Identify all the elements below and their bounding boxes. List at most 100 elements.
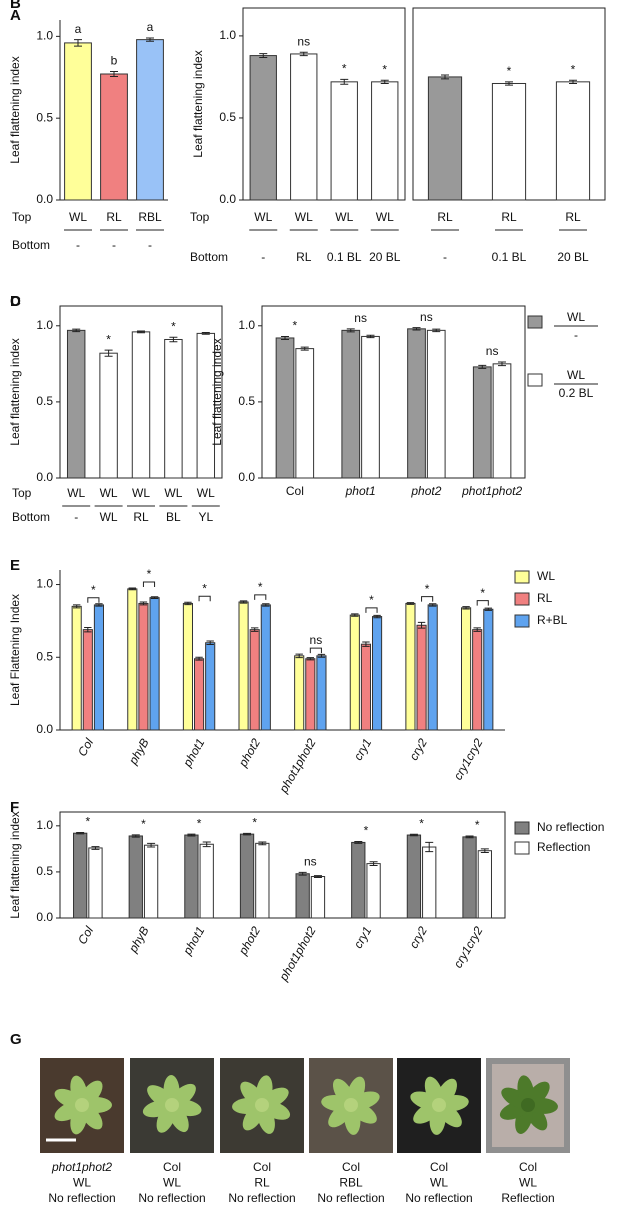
photo-caption: Col xyxy=(519,1160,537,1174)
error-bar xyxy=(480,848,489,854)
significance-bracket xyxy=(254,594,267,600)
photo-caption: No reflection xyxy=(405,1191,472,1205)
error-bar xyxy=(313,875,322,878)
error-bar xyxy=(351,613,359,617)
annotation: * xyxy=(369,593,374,607)
annotation: ns xyxy=(310,633,323,647)
error-bar xyxy=(139,601,148,606)
y-axis-label: Leaf flattening index xyxy=(8,811,22,918)
x-tick-label-bottom: - xyxy=(261,250,265,264)
bar xyxy=(372,616,383,731)
bar xyxy=(127,588,138,731)
panel-label: C xyxy=(10,293,21,310)
significance-bracket xyxy=(476,600,489,606)
bar xyxy=(149,597,160,731)
bar xyxy=(472,629,483,731)
photo-caption: No reflection xyxy=(48,1191,115,1205)
bar xyxy=(199,843,214,919)
plot-frame xyxy=(59,811,506,919)
annotation: * xyxy=(141,817,146,831)
bar xyxy=(184,834,199,919)
photo-caption: Col xyxy=(430,1160,448,1174)
x-tick-label-bottom: - xyxy=(443,250,447,264)
annotation: * xyxy=(147,567,152,581)
row-label: Bottom xyxy=(190,250,228,264)
error-bar xyxy=(195,656,203,661)
bar xyxy=(295,348,315,479)
significance-bracket xyxy=(142,581,156,588)
bar xyxy=(93,604,104,731)
legend-label: WL xyxy=(567,368,585,382)
legend-label: RL xyxy=(537,591,553,605)
y-tick-label: 1.0 xyxy=(238,318,255,332)
legend-label: R+BL xyxy=(537,613,568,627)
x-tick-label: Col xyxy=(286,484,304,498)
error-bar xyxy=(298,871,307,876)
x-tick-label: RL xyxy=(437,210,453,224)
panel-label: F xyxy=(10,799,19,816)
bar xyxy=(290,53,318,201)
error-bar xyxy=(146,37,154,42)
bar xyxy=(88,847,103,919)
legend-label: WL xyxy=(537,569,555,583)
error-bar xyxy=(95,603,103,607)
photo-caption: WL xyxy=(163,1176,181,1190)
photo-caption: Col xyxy=(163,1160,181,1174)
legend-label: 0.2 BL xyxy=(559,386,594,400)
bar xyxy=(164,338,183,479)
plot-frame xyxy=(242,7,406,201)
annotation: * xyxy=(293,319,298,333)
bar xyxy=(361,335,380,479)
bar xyxy=(275,337,295,479)
x-tick-label: WL xyxy=(335,210,353,224)
error-bar xyxy=(412,327,421,331)
error-bar xyxy=(300,346,309,351)
x-tick-label-bottom: RL xyxy=(133,510,149,524)
error-bar xyxy=(202,841,211,848)
bar xyxy=(305,658,316,731)
bar xyxy=(136,39,164,201)
photo-caption: WL xyxy=(430,1176,448,1190)
panel-label: G xyxy=(10,1031,22,1048)
y-tick-label: 0.5 xyxy=(36,649,53,663)
error-bar xyxy=(432,328,441,333)
bar xyxy=(491,82,527,201)
bar xyxy=(205,642,216,731)
panel-label: B xyxy=(10,0,21,12)
bar xyxy=(351,841,366,919)
bar xyxy=(371,81,399,201)
y-tick-label: 1.0 xyxy=(36,818,53,832)
y-tick-label: 0.0 xyxy=(36,910,53,924)
error-bar xyxy=(104,349,113,357)
x-tick-label: WL xyxy=(132,486,150,500)
bar xyxy=(71,605,82,731)
error-bar xyxy=(346,328,355,333)
x-tick-label: phot1 xyxy=(345,484,376,498)
bar xyxy=(462,836,477,919)
error-bar xyxy=(243,832,252,836)
error-bar xyxy=(72,328,81,333)
annotation: b xyxy=(111,54,118,68)
bar xyxy=(349,614,360,731)
error-bar xyxy=(465,835,474,839)
x-tick-label-bottom: 20 BL xyxy=(369,250,401,264)
bar xyxy=(405,602,416,731)
y-tick-label: 0.0 xyxy=(219,192,236,206)
bar xyxy=(310,876,326,919)
x-tick-label: cry2 xyxy=(406,736,430,763)
bar xyxy=(426,329,446,479)
bar xyxy=(82,629,93,731)
error-bar xyxy=(299,51,308,57)
x-tick-label-bottom: WL xyxy=(100,510,118,524)
panel-label: E xyxy=(10,557,20,574)
bar xyxy=(255,842,270,919)
bar xyxy=(249,55,277,201)
panel-label: A xyxy=(10,7,21,24)
y-tick-label: 0.0 xyxy=(36,722,53,736)
x-tick-label: phot1phot2 xyxy=(461,484,522,498)
bar xyxy=(477,850,492,919)
bar xyxy=(461,607,472,731)
bar xyxy=(366,863,381,919)
x-tick-label-bottom: - xyxy=(74,510,78,524)
annotation: * xyxy=(258,580,263,594)
